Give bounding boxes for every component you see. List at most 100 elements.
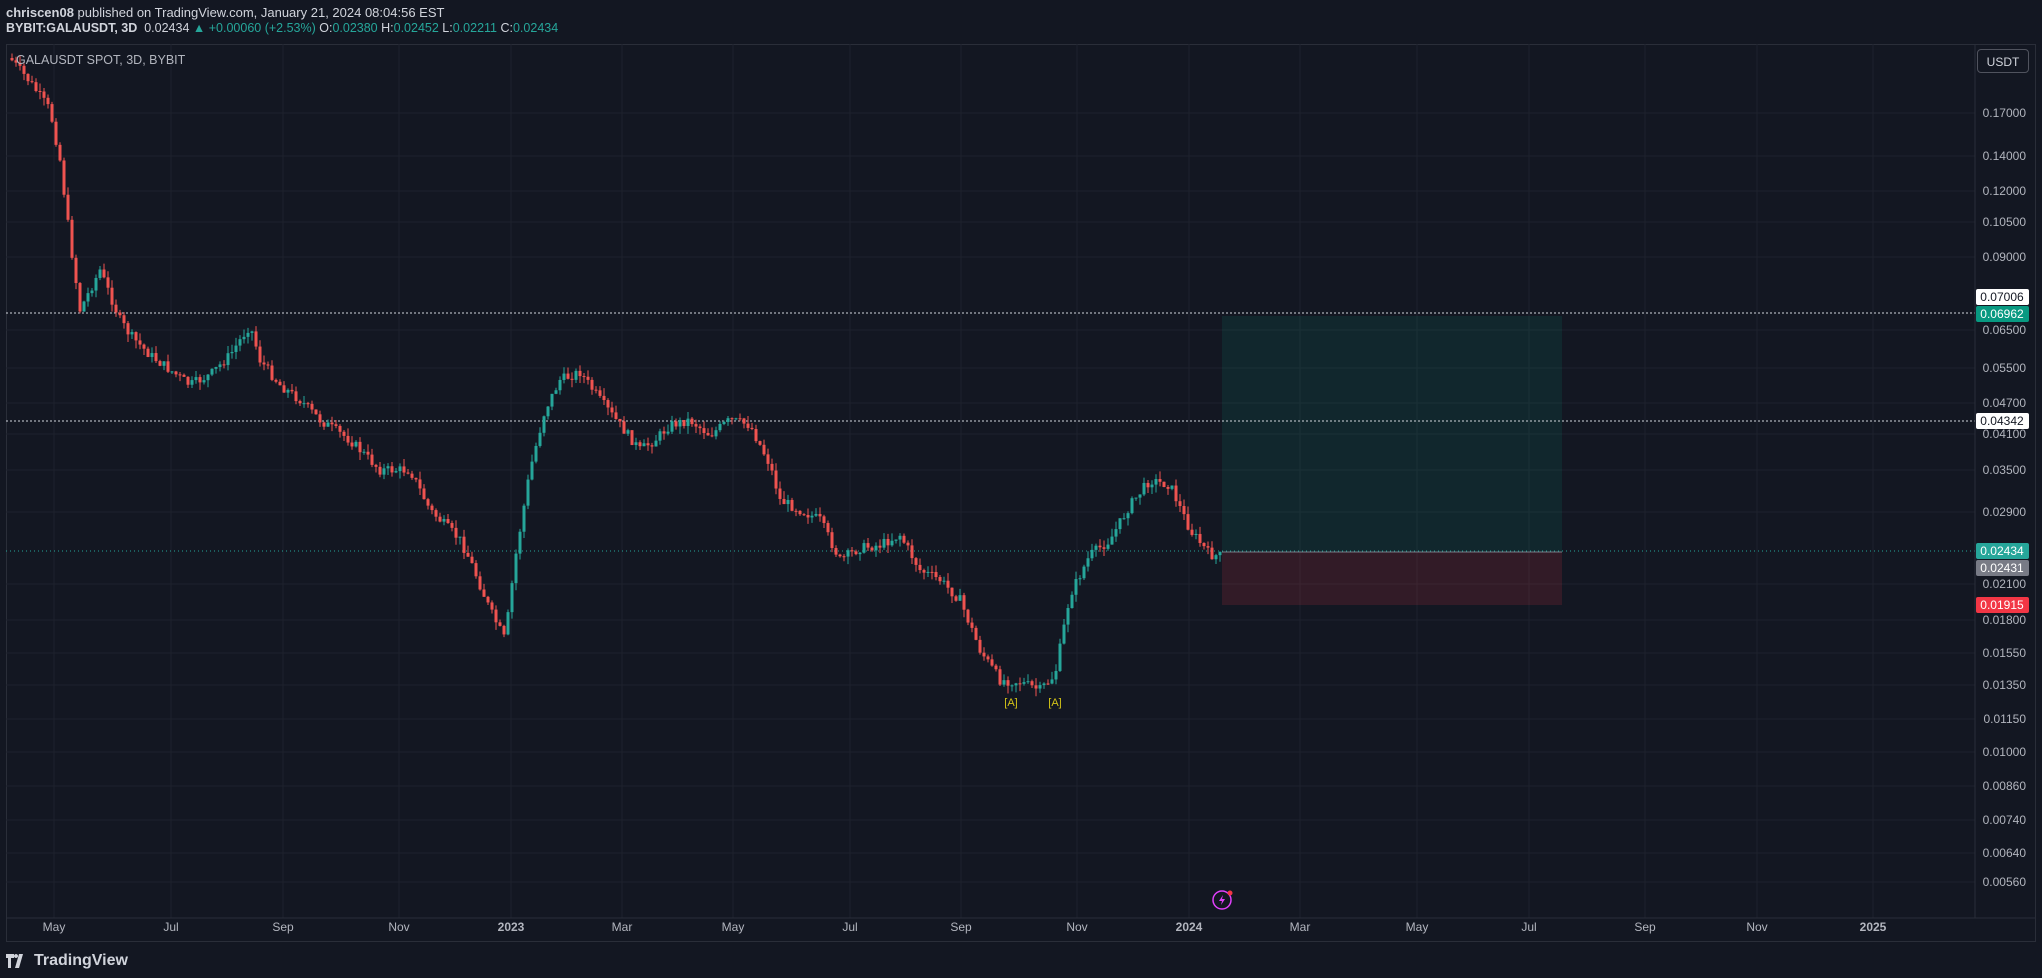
candle-body bbox=[982, 652, 986, 657]
price-tag: 0.06962 bbox=[1976, 306, 2029, 322]
author-name[interactable]: chriscen08 bbox=[6, 5, 74, 20]
currency-button[interactable]: USDT bbox=[1977, 49, 2029, 73]
tradingview-icon bbox=[6, 954, 23, 968]
candle-body bbox=[214, 367, 218, 369]
candle-body bbox=[746, 423, 750, 428]
price-axis-label: 0.01150 bbox=[1984, 712, 2027, 726]
wave-marker-label: [A] bbox=[1004, 697, 1017, 709]
candle-body bbox=[258, 346, 262, 363]
high-value: 0.02452 bbox=[393, 21, 439, 35]
candle-body bbox=[1066, 608, 1070, 625]
target-zone[interactable] bbox=[1222, 316, 1562, 552]
candle-body bbox=[1054, 670, 1058, 680]
candle-body bbox=[542, 416, 546, 433]
candle-body bbox=[1026, 681, 1030, 683]
candle-body bbox=[246, 332, 250, 337]
candle-body bbox=[766, 454, 770, 464]
candle-body bbox=[242, 336, 246, 340]
candle-body bbox=[642, 443, 646, 447]
last-price: 0.02434 bbox=[144, 21, 190, 35]
candle-body bbox=[274, 379, 278, 382]
candle-body bbox=[1082, 566, 1086, 579]
candle-body bbox=[902, 535, 906, 543]
candle-body bbox=[126, 323, 130, 335]
chart-canvas[interactable]: [A] [A] 0.17000 0.14000 0.12000 0.10500 0.090… bbox=[0, 0, 2042, 946]
candle-body bbox=[882, 538, 886, 548]
price-axis-label: 0.00740 bbox=[1983, 813, 2027, 827]
candle-body bbox=[134, 332, 138, 341]
candle-body bbox=[154, 353, 158, 362]
candle-body bbox=[786, 499, 790, 505]
low-value: 0.02211 bbox=[452, 21, 497, 35]
candle-body bbox=[1146, 482, 1150, 488]
candle-body bbox=[1126, 513, 1130, 519]
tradingview-brand: TradingView bbox=[34, 952, 128, 969]
time-axis-label: Jul bbox=[163, 920, 178, 934]
svg-text:0.02434: 0.02434 bbox=[1980, 544, 2024, 558]
time-axis-label: Nov bbox=[1066, 920, 1087, 934]
candle-body bbox=[770, 463, 774, 471]
lightning-icon[interactable] bbox=[1212, 890, 1233, 910]
candle-body bbox=[210, 368, 214, 375]
time-axis-label: Jul bbox=[842, 920, 857, 934]
candle-body bbox=[822, 516, 826, 524]
candle-body bbox=[950, 587, 954, 597]
chart-area[interactable] bbox=[6, 44, 2036, 942]
publish-text: published on TradingView.com, January 21… bbox=[73, 5, 445, 20]
svg-text:0.06962: 0.06962 bbox=[1980, 307, 2024, 321]
position-zones bbox=[1222, 316, 1562, 605]
candle-body bbox=[582, 376, 586, 378]
candle-body bbox=[1142, 482, 1146, 495]
candle-body bbox=[538, 432, 542, 446]
candle-body bbox=[194, 377, 198, 381]
candle-body bbox=[430, 505, 434, 511]
time-axis-label: 2025 bbox=[1860, 920, 1887, 934]
price-axis: 0.17000 0.14000 0.12000 0.10500 0.09000 0.065… bbox=[1983, 106, 2027, 889]
candle-body bbox=[798, 510, 802, 515]
candle-body bbox=[362, 451, 366, 453]
candle-body bbox=[422, 488, 426, 500]
candle-body bbox=[930, 571, 934, 573]
candle-body bbox=[326, 422, 330, 427]
candle-body bbox=[1194, 533, 1198, 535]
candle-body bbox=[218, 364, 222, 368]
candle-body bbox=[1174, 485, 1178, 502]
candle-body bbox=[394, 471, 398, 473]
candle-body bbox=[522, 505, 526, 532]
candle-body bbox=[802, 514, 806, 516]
candle-body bbox=[78, 283, 82, 312]
candle-body bbox=[302, 403, 306, 405]
candle-body bbox=[970, 622, 974, 628]
candle-body bbox=[1150, 484, 1154, 488]
candle-body bbox=[234, 345, 238, 352]
candle-body bbox=[262, 362, 266, 365]
candle-body bbox=[998, 669, 1002, 685]
candle-body bbox=[994, 665, 998, 670]
symbol-name[interactable]: BYBIT:GALAUSDT, 3D bbox=[6, 21, 138, 35]
candle-body bbox=[166, 361, 170, 372]
candle-body bbox=[334, 424, 338, 426]
candle-body bbox=[290, 389, 294, 392]
candle-body bbox=[750, 427, 754, 430]
price-axis-label: 0.06500 bbox=[1983, 323, 2027, 337]
candle-body bbox=[238, 339, 242, 346]
candle-body bbox=[358, 441, 362, 453]
candle-body bbox=[446, 519, 450, 524]
candle-body bbox=[1042, 683, 1046, 686]
candle-body bbox=[610, 407, 614, 413]
candle-body bbox=[98, 269, 102, 278]
candle-body bbox=[54, 121, 58, 145]
candle-body bbox=[818, 513, 822, 517]
price-tag: 0.07006 bbox=[1976, 289, 2029, 305]
candle-body bbox=[978, 639, 982, 653]
candle-body bbox=[318, 414, 322, 423]
candle-body bbox=[1078, 578, 1082, 580]
candle-body bbox=[922, 570, 926, 573]
candle-body bbox=[1098, 545, 1102, 548]
stop-zone[interactable] bbox=[1222, 552, 1562, 605]
open-value: 0.02380 bbox=[332, 21, 378, 35]
candle-body bbox=[1210, 547, 1214, 560]
candle-body bbox=[1134, 497, 1138, 499]
tradingview-logo[interactable]: TradingView bbox=[6, 952, 128, 970]
candle-body bbox=[654, 440, 658, 447]
